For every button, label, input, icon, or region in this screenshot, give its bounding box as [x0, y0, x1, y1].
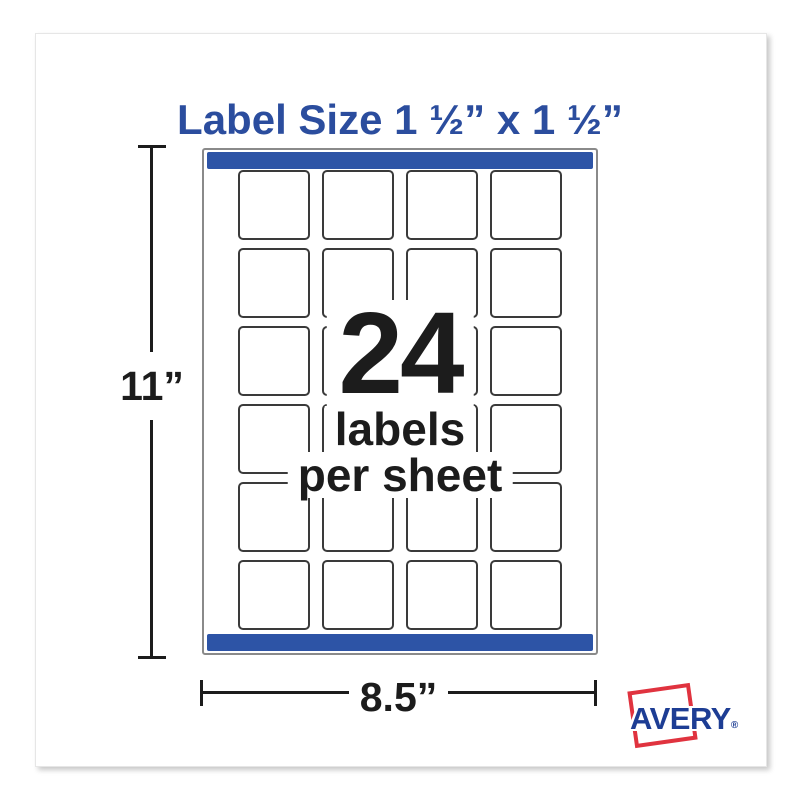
label-cell	[490, 326, 562, 396]
dimension-line-lower-segment	[150, 420, 153, 656]
avery-brand-name: AVERY	[630, 701, 731, 736]
sheet-top-margin-bar	[207, 152, 593, 169]
dimension-line-upper-segment	[150, 148, 153, 352]
label-cell	[238, 170, 310, 240]
overlay-word-per-sheet: per sheet	[287, 452, 513, 498]
label-cell	[238, 248, 310, 318]
label-count-text: 24	[326, 295, 474, 411]
width-dimension-label: 8.5”	[359, 674, 438, 720]
page-title: Label Size 1 ½” x 1 ½”	[177, 96, 623, 144]
label-cell	[490, 404, 562, 474]
overlay-word-labels: labels	[324, 406, 476, 452]
label-cell	[490, 170, 562, 240]
sheet-bottom-margin-bar	[207, 634, 593, 651]
dimension-left-cap	[200, 680, 203, 706]
label-cell	[490, 248, 562, 318]
label-sheet: 24 labels per sheet	[202, 148, 598, 655]
width-dimension: 8.5”	[200, 674, 597, 720]
label-cell	[238, 560, 310, 630]
avery-logo: AVERY®	[624, 680, 756, 750]
registered-trademark-symbol: ®	[730, 720, 739, 731]
height-dimension: 11”	[120, 145, 184, 659]
dimension-right-cap	[594, 680, 597, 706]
label-cell	[406, 560, 478, 630]
label-grid	[238, 170, 562, 630]
avery-wordmark: AVERY®	[630, 701, 738, 737]
dimension-line-right-segment	[448, 691, 594, 694]
dimension-bottom-cap	[138, 656, 166, 659]
label-cell	[406, 170, 478, 240]
label-cell	[322, 170, 394, 240]
height-dimension-label: 11”	[120, 363, 184, 409]
dimension-top-cap	[138, 145, 166, 148]
label-cell	[490, 560, 562, 630]
labels-per-sheet-overlay: 24 labels per sheet	[287, 295, 513, 498]
label-cell	[322, 560, 394, 630]
dimension-line-left-segment	[203, 691, 349, 694]
label-cell	[238, 326, 310, 396]
